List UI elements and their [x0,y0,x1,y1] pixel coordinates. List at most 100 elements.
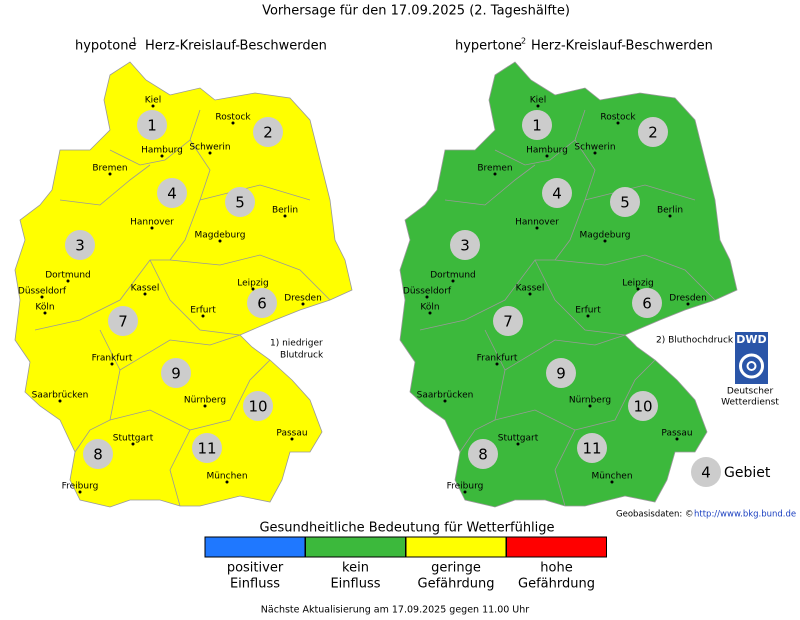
region-number: 9 [171,365,181,383]
region-number: 9 [556,365,566,383]
logo-swirl [739,353,764,379]
region-border [189,359,271,431]
region-border [554,254,716,301]
city-dot [301,302,305,306]
legend-label: positiver [227,561,284,576]
region-number: 8 [93,446,103,464]
map: Kiel Rostock Hamburg Schwerin Bremen Hannover… [14,61,353,508]
city-label: Rostock [600,113,636,123]
city-dot [290,437,294,441]
city-dot [43,311,47,315]
region-number: 7 [118,313,128,331]
region-number: 1 [147,117,157,135]
logo-abbr: DWD [736,333,766,346]
region-badge [632,288,662,318]
city-dot [58,399,62,403]
logo-box [735,332,768,384]
region-badge [522,110,552,140]
city-label: Leipzig [622,279,654,289]
country-area [399,61,738,508]
city-label: Leipzig [237,279,269,289]
city-dot [131,442,135,446]
region-border [149,259,241,336]
legend-label: Gefährdung [418,577,495,592]
region-badge [493,306,523,336]
city-label: Passau [276,429,307,439]
map-subtitle: Herz-Kreislauf-Beschwerden [531,39,713,54]
city-dot [451,279,455,283]
region-border [109,109,201,166]
city-label: Köln [35,303,54,313]
city-label: Köln [420,303,439,313]
city-dot [610,480,614,484]
city-label: Nürnberg [569,396,611,406]
map: Kiel Rostock Hamburg Schwerin Bremen Hannover… [399,61,738,508]
city-label: Kiel [145,96,161,106]
city-dot [588,404,592,408]
city-label: Berlin [657,206,683,216]
city-dot [616,121,620,125]
region-number: 8 [478,446,488,464]
city-label: Passau [661,429,692,439]
region-border [444,164,536,206]
region-badge [546,358,576,388]
region-number: 1 [532,117,542,135]
key-badge [691,457,721,487]
region-badge [65,230,95,260]
city-dot [443,399,447,403]
city-dot [150,226,154,230]
city-label: Dortmund [430,271,476,281]
region-number: 2 [263,124,273,142]
region-badge [137,110,167,140]
footnote: Blutdruck [280,351,324,361]
city-label: Bremen [477,164,512,174]
city-label: Hannover [130,218,174,228]
region-border [419,259,555,331]
city-dot [516,442,520,446]
city-label: Kassel [131,284,160,294]
region-badge [247,288,277,318]
region-number: 5 [620,194,630,212]
legend-label: kein [342,561,369,576]
region-badge [450,230,480,260]
city-label: Frankfurt [92,354,133,364]
city-dot [636,287,640,291]
city-label: Magdeburg [580,231,631,241]
region-badge [610,187,640,217]
city-dot [428,311,432,315]
region-border [504,334,626,371]
city-dot [40,295,44,299]
city-dot [218,239,222,243]
legend-title: Gesundheitliche Bedeutung für Wetterfühl… [259,521,554,536]
city-label: Frankfurt [477,354,518,364]
city-label: Düsseldorf [18,287,67,297]
region-number: 5 [235,194,245,212]
map-title: hypotone [75,39,136,54]
region-number: 11 [582,440,601,458]
region-number: 6 [257,295,267,313]
city-dot [78,490,82,494]
region-badge [243,391,273,421]
source-url[interactable]: http://www.bkg.bund.de [694,510,796,520]
region-badge [638,117,668,147]
city-dot [668,214,672,218]
legend-swatch [405,536,507,558]
logo-name: Deutscher [727,387,774,397]
region-number: 11 [197,440,216,458]
region-border [494,109,586,166]
region-number: 10 [633,398,652,416]
city-label: Stuttgart [113,434,154,444]
region-number: 3 [460,237,470,255]
legend-label: hohe [540,561,572,576]
city-dot [151,104,155,108]
region-badge [542,178,572,208]
region-border [169,254,331,301]
region-border [119,334,241,371]
city-dot [225,480,229,484]
region-border [574,359,656,431]
footer: Nächste Aktualisierung am 17.09.2025 geg… [261,605,529,616]
region-badge [577,433,607,463]
region-number: 4 [552,185,562,203]
city-dot [110,362,114,366]
